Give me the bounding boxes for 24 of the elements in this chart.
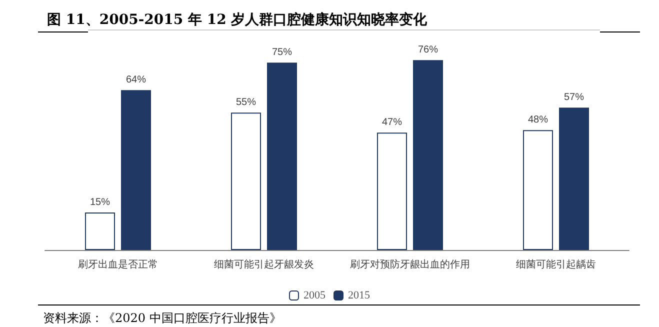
data-label: 75% — [272, 47, 292, 58]
x-tick-label: 细菌可能引起牙龈发炎 — [214, 258, 314, 270]
bar — [85, 212, 115, 250]
legend-label: 2005 — [304, 290, 326, 302]
bar — [267, 62, 297, 250]
legend-label: 2015 — [348, 290, 370, 302]
bar — [121, 90, 151, 250]
x-tick-label: 刷牙对预防牙龈出血的作用 — [350, 258, 470, 270]
data-label: 57% — [564, 92, 584, 104]
x-tick-label: 细菌可能引起龋齿 — [516, 258, 596, 270]
bar — [231, 112, 261, 250]
bar — [413, 60, 443, 250]
data-label: 47% — [382, 117, 402, 128]
data-label: 15% — [90, 197, 110, 208]
data-label: 64% — [126, 74, 146, 86]
text: 资料来源：《2020 中国口腔医疗行业报告》 — [43, 311, 282, 325]
data-label: 55% — [236, 97, 256, 108]
data-label: 76% — [418, 44, 438, 56]
chart-title: 图 11、2005-2015 年 12 岁人群口腔健康知识知晓率变化 — [47, 11, 428, 28]
bar — [523, 130, 553, 250]
bar — [377, 132, 407, 250]
x-tick-label: 刷牙出血是否正常 — [78, 258, 158, 270]
bar — [559, 108, 589, 250]
data-label: 48% — [528, 114, 548, 126]
